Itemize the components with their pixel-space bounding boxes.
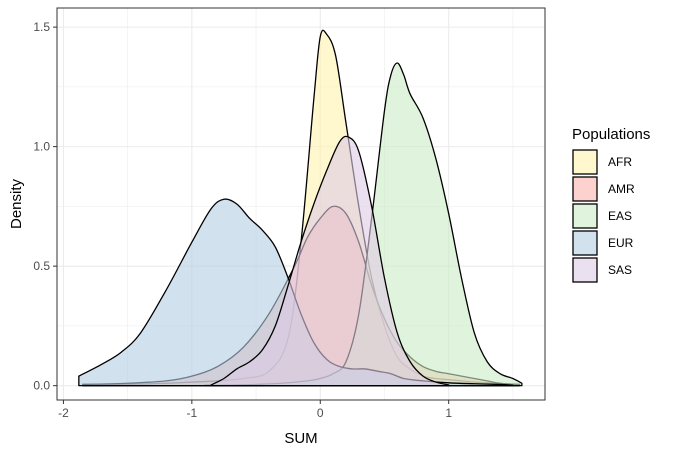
x-tick-label: -2	[58, 406, 69, 420]
legend-title: Populations	[572, 126, 650, 143]
x-axis-label: SUM	[284, 430, 317, 447]
x-axis: -2 -1 0 1	[58, 400, 452, 420]
legend-key-eur	[572, 230, 598, 256]
x-tick-label: -1	[187, 406, 198, 420]
y-tick-label: 0.0	[33, 379, 50, 393]
legend-key-eas	[572, 203, 598, 229]
y-tick-label: 1.5	[33, 20, 50, 34]
y-axis-label: Density	[8, 178, 25, 229]
legend-label-eas: EAS	[608, 209, 632, 223]
density-area-sas	[210, 135, 450, 387]
x-tick-label: 0	[317, 406, 324, 420]
y-tick-label: 1.0	[33, 140, 50, 154]
panel-border	[56, 7, 546, 401]
legend-key-sas	[572, 257, 598, 283]
x-tick-label: 1	[445, 406, 452, 420]
legend-label-sas: SAS	[608, 263, 632, 277]
legend-key-afr	[572, 149, 598, 175]
y-axis: 0.0 0.5 1.0 1.5	[33, 20, 57, 393]
y-tick-label: 0.5	[33, 259, 50, 273]
legend-key-amr	[572, 176, 598, 202]
legend-label-afr: AFR	[608, 155, 632, 169]
legend-label-eur: EUR	[608, 236, 634, 250]
legend-label-amr: AMR	[608, 182, 635, 196]
density-areas	[78, 29, 523, 387]
legend: Populations AFR AMR EAS EUR SAS	[572, 126, 650, 283]
